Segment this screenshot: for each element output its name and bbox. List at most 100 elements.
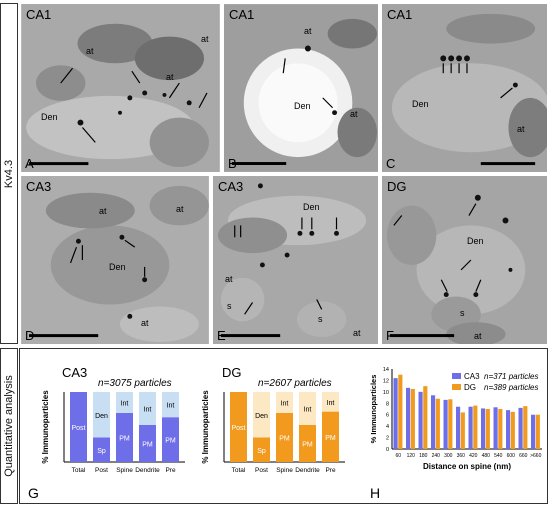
bar-segment: [93, 437, 110, 462]
panel-letter: C: [386, 156, 396, 171]
x-tick-label: 240: [432, 453, 441, 459]
x-tick-label: 600: [507, 453, 516, 459]
annotation-at: at: [474, 331, 482, 341]
x-tick-label: Dendrite: [135, 467, 160, 474]
micrograph-panel-c: CA1 Den at C: [381, 3, 548, 173]
bar: [535, 414, 540, 449]
x-axis-label: Distance on spine (nm): [423, 462, 511, 471]
x-tick-label: Total: [232, 467, 246, 474]
segment-label: PM: [325, 435, 336, 442]
chart-title-dg: DG: [222, 365, 242, 380]
bar: [435, 398, 440, 449]
x-tick-label: Post: [255, 467, 268, 474]
annotation-spine: s: [460, 308, 465, 318]
x-tick-label: 120: [407, 453, 416, 459]
bar-segment: [322, 411, 339, 462]
bar-segment: [230, 392, 247, 462]
y-axis-label: % Immunoparticles: [201, 390, 210, 464]
bar-segment: [70, 392, 87, 462]
y-tick-label: 12: [383, 378, 389, 384]
annotation-at: at: [350, 109, 358, 119]
segment-label: Int: [281, 401, 289, 408]
side-label-kv43: Kv4.3: [0, 3, 18, 344]
y-tick-label: 6: [386, 413, 389, 419]
annotation-spine: s: [318, 314, 323, 324]
bar-segment: [276, 413, 293, 462]
x-tick-label: Spine: [276, 467, 293, 474]
segment-label: Post: [71, 425, 85, 432]
x-tick-label: Dendrite: [295, 467, 320, 474]
panel-title: CA1: [26, 7, 52, 22]
bar: [523, 406, 528, 449]
micrograph-panel-f: DG Den s at F: [381, 175, 548, 345]
bar: [510, 411, 515, 449]
annotation-den: Den: [109, 262, 126, 272]
y-tick-label: 2: [386, 436, 389, 442]
bar: [448, 399, 453, 449]
bar-segment: [162, 417, 179, 462]
x-tick-label: Post: [95, 467, 108, 474]
panel-letter: H: [370, 485, 381, 501]
micrograph-panel-e: CA3 Den at s s at E: [212, 175, 379, 345]
bar-segment: [162, 392, 179, 418]
panel-title: CA1: [387, 7, 413, 22]
bar: [493, 407, 498, 449]
bar: [460, 412, 465, 449]
chart-title-ca3: CA3: [62, 365, 88, 380]
panel-letter: B: [228, 156, 237, 171]
bar-segment: [253, 437, 270, 462]
legend-series-name: DG: [464, 383, 476, 392]
bar: [498, 409, 503, 449]
annotation-at: at: [141, 318, 149, 328]
side-label-text: Quantitative analysis: [3, 375, 15, 477]
quantitative-panel: [19, 348, 548, 504]
x-tick-label: 360: [457, 453, 466, 459]
bar-segment: [93, 392, 110, 438]
y-tick-label: 14: [383, 367, 389, 373]
x-tick-label: 180: [419, 453, 428, 459]
annotation-at: at: [201, 34, 209, 44]
annotation-den: Den: [41, 112, 58, 122]
panel-letter: E: [217, 328, 226, 343]
chart-n-dg: n=2607 particles: [258, 378, 332, 389]
panel-letter: F: [386, 328, 394, 343]
x-tick-label: 300: [444, 453, 453, 459]
bar: [418, 391, 423, 449]
x-tick-label: 540: [494, 453, 503, 459]
bar: [431, 395, 436, 449]
bar: [506, 410, 511, 449]
micrograph-image: [224, 4, 378, 172]
micrograph-panel-b: CA1 at Den at B: [223, 3, 379, 173]
bar: [473, 405, 478, 449]
x-tick-label: 420: [469, 453, 478, 459]
annotation-at: at: [166, 72, 174, 82]
bar: [531, 414, 536, 449]
x-tick-label: Pre: [165, 467, 176, 474]
segment-label: PM: [302, 441, 313, 448]
bar: [423, 386, 428, 449]
x-tick-label: Spine: [116, 467, 133, 474]
y-axis-label: % Immunoparticles: [370, 375, 378, 444]
annotation-den: Den: [467, 236, 484, 246]
bar: [468, 406, 473, 449]
x-tick-label: Pre: [325, 467, 336, 474]
annotation-at: at: [304, 26, 312, 36]
y-tick-label: 8: [386, 401, 389, 407]
bar: [398, 374, 403, 449]
bar: [393, 378, 398, 449]
annotation-at: at: [176, 204, 184, 214]
side-label-text: Kv4.3: [3, 159, 15, 188]
annotation-at: at: [353, 328, 361, 338]
chart-n-ca3: n=3075 particles: [98, 378, 172, 389]
segment-label: PM: [119, 436, 130, 443]
annotation-at: at: [225, 274, 233, 284]
micrograph-panel-d: CA3 at at Den at D: [20, 175, 210, 345]
bar-segment: [299, 392, 316, 425]
micrograph-image: [382, 176, 547, 344]
stacked-bar-chart-ca3: % Immunoparticles Post Total Sp Den Post PM Int…: [41, 390, 185, 474]
y-tick-label: 4: [386, 424, 389, 430]
segment-label: Den: [255, 413, 268, 420]
y-tick-label: 0: [386, 447, 389, 453]
panel-title: CA3: [26, 179, 52, 194]
annotation-at: at: [517, 124, 525, 134]
